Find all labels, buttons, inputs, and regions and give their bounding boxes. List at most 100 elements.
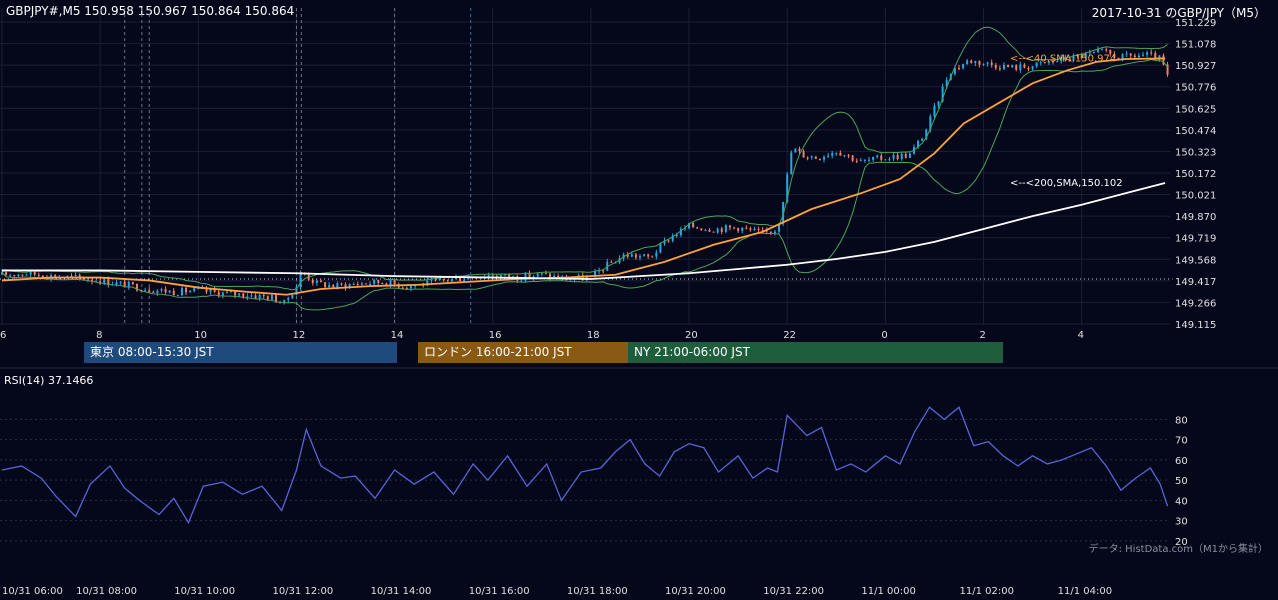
candle-body: [1031, 66, 1034, 70]
candle-body: [917, 140, 920, 148]
candle-body: [1162, 55, 1165, 65]
candle-body: [863, 159, 866, 161]
candle-body: [581, 275, 584, 281]
candle-body: [1117, 57, 1120, 60]
candle-body: [683, 228, 686, 230]
candle-body: [1023, 64, 1026, 68]
candle-body: [982, 63, 985, 65]
candle-body: [160, 288, 163, 291]
price-axis-label: 149.568: [1175, 255, 1216, 266]
candle-body: [806, 157, 809, 159]
candle-body: [37, 274, 40, 276]
candle-body: [630, 254, 633, 257]
candle-body: [467, 277, 470, 280]
candle-body: [688, 222, 691, 229]
candle-body: [1052, 61, 1055, 63]
candle-body: [598, 270, 601, 272]
candle-body: [508, 273, 511, 278]
candle-body: [831, 152, 834, 156]
candle-body: [373, 279, 376, 284]
candle-body: [818, 158, 821, 160]
candle-body: [1, 271, 3, 275]
candle-body: [1060, 57, 1063, 62]
candle-body: [888, 158, 891, 160]
candle-body: [115, 282, 118, 285]
price-axis-label: 149.115: [1175, 320, 1216, 331]
candle-body: [446, 280, 449, 282]
rsi-time-axis-label: 10/31 22:00: [763, 586, 824, 597]
candle-body: [135, 284, 138, 291]
candle-body: [131, 282, 134, 285]
candle-body: [757, 228, 760, 231]
candle-body: [41, 275, 44, 279]
candle-body: [205, 287, 208, 292]
rsi-time-axis-label: 10/31 20:00: [665, 586, 726, 597]
candle-body: [295, 287, 298, 296]
session-newyork: NY 21:00-06:00 JST: [628, 342, 1003, 363]
candle-body: [855, 160, 858, 162]
rsi-axis-label: 70: [1175, 436, 1188, 447]
candle-body: [532, 276, 535, 278]
time-axis-label: 22: [783, 330, 796, 341]
candle-body: [638, 256, 641, 258]
rsi-axis-label: 20: [1175, 537, 1188, 548]
rsi-time-axis-label: 10/31 08:00: [76, 586, 137, 597]
candle-body: [152, 291, 155, 293]
candle-body: [176, 295, 179, 297]
symbol-info: GBPJPY#,M5 150.958 150.967 150.864 150.8…: [6, 4, 295, 18]
candle-body: [499, 275, 502, 278]
candle-body: [749, 228, 752, 230]
candle-body: [1088, 52, 1091, 54]
price-axis-label: 150.172: [1175, 169, 1216, 180]
candle-body: [381, 283, 384, 285]
candle-body: [54, 275, 57, 278]
candle-body: [144, 290, 147, 292]
candle-body: [1056, 61, 1059, 63]
candle-body: [737, 227, 740, 232]
candle-body: [221, 292, 224, 297]
candle-body: [745, 227, 748, 229]
candle-body: [164, 288, 167, 293]
candle-body: [663, 240, 666, 244]
candle-body: [1137, 55, 1140, 58]
candle-body: [671, 235, 674, 241]
candle-body: [814, 156, 817, 159]
candle-body: [266, 296, 269, 300]
candle-body: [168, 290, 171, 293]
candle-body: [369, 283, 372, 285]
candle-body: [823, 156, 826, 160]
candle-body: [1154, 52, 1157, 60]
candle-body: [1092, 51, 1095, 53]
candle-body: [810, 156, 813, 158]
candle-body: [643, 254, 646, 257]
candle-body: [234, 291, 237, 296]
candle-body: [324, 282, 327, 288]
candle-body: [430, 279, 433, 281]
candle-body: [123, 281, 126, 288]
time-axis-label: 18: [587, 330, 600, 341]
candle-body: [495, 276, 498, 278]
candle-body: [569, 279, 572, 281]
candle-body: [262, 294, 265, 297]
candle-body: [786, 174, 789, 202]
candle-body: [868, 159, 871, 161]
candle-body: [692, 222, 695, 228]
candle-body: [225, 291, 228, 293]
candle-body: [1109, 50, 1112, 54]
candle-body: [393, 280, 396, 285]
candle-body: [1150, 52, 1153, 54]
candle-body: [283, 299, 286, 303]
candle-body: [900, 153, 903, 160]
candle-body: [209, 289, 212, 292]
time-axis-label: 14: [391, 330, 404, 341]
bollinger-lower-band: [1, 59, 1168, 311]
candle-body: [328, 284, 331, 288]
rsi-axis-label: 80: [1175, 415, 1188, 426]
candle-body: [82, 277, 85, 281]
candle-body: [602, 270, 605, 272]
candle-body: [25, 274, 28, 276]
price-axis-label: 150.625: [1175, 104, 1216, 115]
candle-body: [921, 138, 924, 141]
candle-body: [851, 155, 854, 161]
